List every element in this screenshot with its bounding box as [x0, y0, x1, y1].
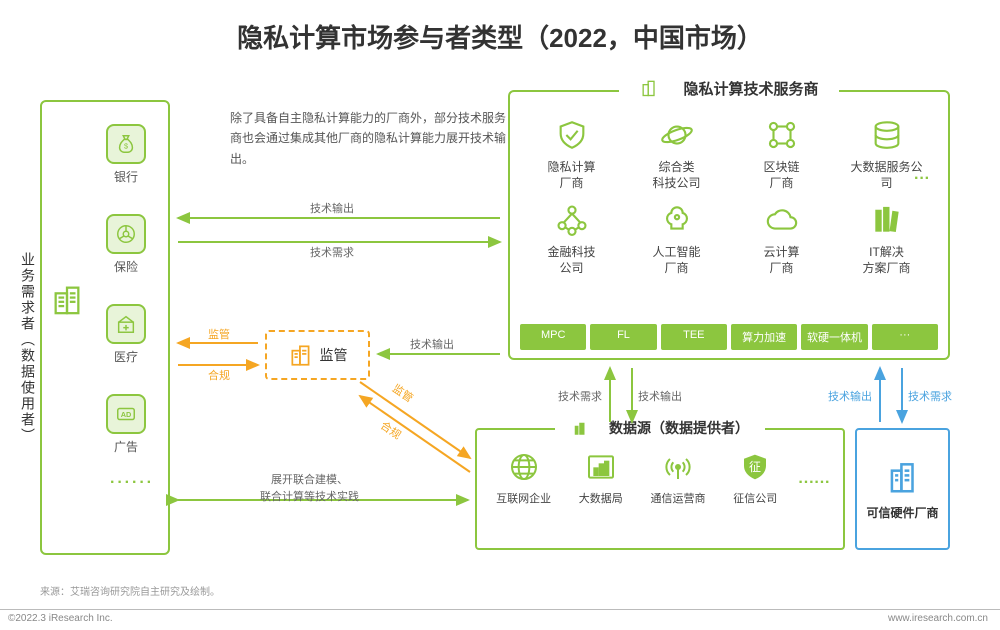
vendor-fintech: 金融科技 公司 [520, 199, 623, 276]
steering-icon [106, 214, 146, 254]
vendors-header-text: 隐私计算技术服务商 [673, 81, 828, 98]
datasource-box: 数据源（数据提供者） 互联网企业 大数据局 通信运营商 征征信公司 ······ [475, 428, 845, 550]
vendor-blockchain: 区块链 厂商 [730, 114, 833, 191]
tech-tags: MPC FL TEE 算力加速 软硬一体机 ··· [520, 324, 938, 350]
vendors-ellipsis: ··· [914, 170, 930, 188]
site-url: www.iresearch.com.cn [888, 613, 988, 624]
vendor-general-tech: 综合类 科技公司 [625, 114, 728, 191]
tag: 软硬一体机 [801, 324, 867, 350]
arrow-label: 监管 [208, 326, 230, 342]
diagram-stage: 业务需求者（数据使用者） $ 银行 保险 医疗 AD 广告 ······ 除了具… [40, 70, 960, 580]
arrow-label: 技术输出 [828, 388, 872, 404]
money-bag-icon: $ [106, 124, 146, 164]
footer-rule [0, 609, 1000, 610]
vendor-privacy: 隐私计算 厂商 [520, 114, 623, 191]
brain-icon [656, 199, 698, 241]
datasource-ellipsis: ······ [798, 462, 830, 492]
ad-icon: AD [106, 394, 146, 434]
vendor-label: 综合类 科技公司 [625, 160, 728, 191]
ds-bigdata-bureau: 大数据局 [567, 448, 635, 506]
cloud-icon [761, 199, 803, 241]
ds-label: 征信公司 [721, 490, 789, 506]
center-paragraph: 除了具备自主隐私计算能力的厂商外，部分技术服务商也会通过集成其他厂商的隐私计算能… [230, 108, 510, 169]
regulator-label: 监管 [320, 345, 348, 365]
vendor-ai: 人工智能 厂商 [625, 199, 728, 276]
trusted-hw-label: 可信硬件厂商 [866, 504, 938, 521]
page-title: 隐私计算市场参与者类型（2022，中国市场） [0, 18, 1000, 55]
ds-internet: 互联网企业 [490, 448, 558, 506]
demand-item-ad: AD 广告 [97, 394, 155, 455]
vendors-box: 隐私计算技术服务商 隐私计算 厂商 综合类 科技公司 区块链 厂商 大数据服务公… [508, 90, 950, 360]
arrow-label: 监管 [389, 380, 416, 406]
svg-text:$: $ [124, 142, 128, 151]
datasource-header: 数据源（数据提供者） [477, 418, 843, 440]
building-icon [563, 419, 597, 440]
source-note: 来源：艾瑞咨询研究院自主研究及绘制。 [40, 583, 220, 598]
building-icon [50, 282, 84, 316]
demand-item-label: 广告 [97, 438, 155, 455]
demand-item-label: 银行 [97, 168, 155, 185]
vendor-itsolution: IT解决 方案厂商 [835, 199, 938, 276]
building-icon [629, 78, 669, 102]
tag: MPC [520, 324, 586, 350]
network-icon [551, 199, 593, 241]
building-blue-icon [884, 458, 922, 496]
shield-check-icon [551, 114, 593, 156]
arrow-label: 技术输出 [410, 336, 454, 352]
demand-ellipsis: ······ [110, 474, 154, 492]
vendor-cloud: 云计算 厂商 [730, 199, 833, 276]
demand-item-label: 医疗 [97, 348, 155, 365]
vendor-label: 金融科技 公司 [520, 245, 623, 276]
arrow-label: 合规 [377, 417, 404, 443]
nodes-icon [761, 114, 803, 156]
regulator-box: 监管 [265, 330, 370, 380]
arrow-label: 技术输出 [638, 388, 682, 404]
tag: ··· [872, 324, 938, 350]
vendor-label: IT解决 方案厂商 [835, 245, 938, 276]
globe-icon [505, 448, 543, 486]
demand-box: 业务需求者（数据使用者） $ 银行 保险 医疗 AD 广告 ······ [40, 100, 170, 555]
antenna-icon [659, 448, 697, 486]
vendors-header: 隐私计算技术服务商 [510, 78, 948, 102]
hospital-icon [106, 304, 146, 344]
arrow-label: 技术输出 [310, 200, 354, 216]
vendor-label: 云计算 厂商 [730, 245, 833, 276]
books-icon [866, 199, 908, 241]
copyright: ©2022.3 iResearch Inc. [8, 613, 113, 624]
vendor-label: 区块链 厂商 [730, 160, 833, 191]
arrow-label: 技术需求 [310, 244, 354, 260]
database-icon [866, 114, 908, 156]
vendor-label: 人工智能 厂商 [625, 245, 728, 276]
tag: 算力加速 [731, 324, 797, 350]
ds-label: 通信运营商 [644, 490, 712, 506]
vendor-label: 隐私计算 厂商 [520, 160, 623, 191]
demand-item-medical: 医疗 [97, 304, 155, 365]
ds-label: 互联网企业 [490, 490, 558, 506]
demand-item-label: 保险 [97, 258, 155, 275]
arrow-label: 合规 [208, 367, 230, 383]
svg-text:征: 征 [749, 460, 761, 474]
demand-item-insurance: 保险 [97, 214, 155, 275]
trusted-hw-box: 可信硬件厂商 [855, 428, 950, 550]
tag: FL [590, 324, 656, 350]
demand-side-label: 业务需求者（数据使用者） [18, 252, 38, 444]
vendors-grid: 隐私计算 厂商 综合类 科技公司 区块链 厂商 大数据服务公 司 金融科技 公司… [520, 114, 938, 276]
bar-chart-icon [582, 448, 620, 486]
demand-item-bank: $ 银行 [97, 124, 155, 185]
ds-telecom: 通信运营商 [644, 448, 712, 506]
svg-text:AD: AD [121, 410, 132, 419]
arrow-label: 技术需求 [558, 388, 602, 404]
datasource-grid: 互联网企业 大数据局 通信运营商 征征信公司 ······ [485, 448, 835, 506]
datasource-header-text: 数据源（数据提供者） [601, 420, 757, 436]
ds-label: 大数据局 [567, 490, 635, 506]
building-icon [288, 342, 314, 368]
arrow-label: 展开联合建模、 联合计算等技术实践 [260, 472, 359, 505]
saturn-icon [656, 114, 698, 156]
arrow-label: 技术需求 [908, 388, 952, 404]
tag: TEE [661, 324, 727, 350]
credit-shield-icon: 征 [736, 448, 774, 486]
ds-credit: 征征信公司 [721, 448, 789, 506]
